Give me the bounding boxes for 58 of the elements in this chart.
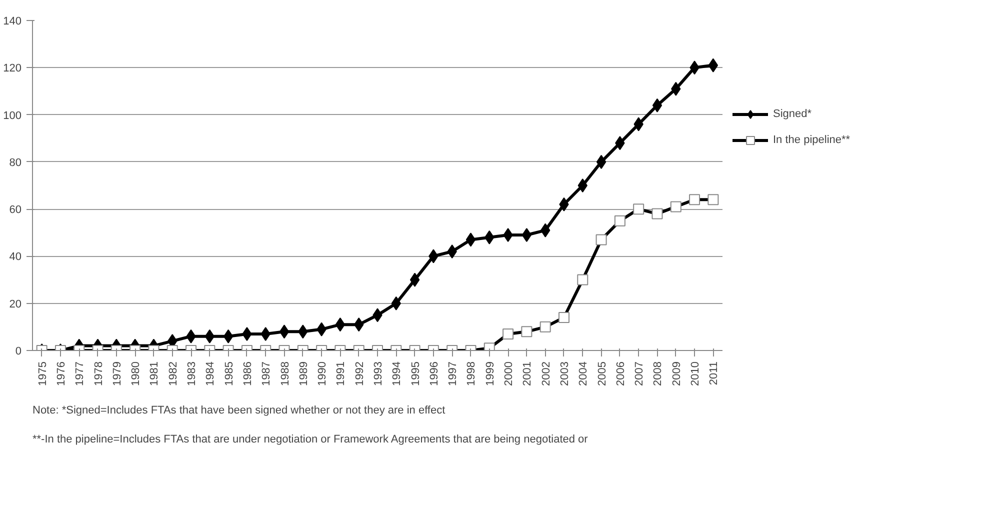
x-tick-label: 2002 [540,361,552,386]
x-tick-label: 1998 [466,361,478,386]
x-tick-label: 1984 [204,361,217,386]
x-tick-label: 2008 [652,361,664,386]
legend-label: Signed* [773,108,812,120]
x-tick-label: 1975 [36,361,49,386]
x-tick-label: 1982 [167,361,180,386]
point [410,272,420,287]
x-tick-label: 1985 [223,361,236,386]
y-tick-label: 0 [15,346,22,358]
y-tick-label: 20 [9,298,22,310]
x-tick-label: 2011 [708,362,720,386]
x-tick-label: 1981 [148,361,161,386]
x-tick-label: 1997 [447,361,460,386]
x-tick-label: 1989 [298,361,310,386]
x-tick-label: 2006 [614,361,627,386]
text: **-In the pipeline=Includes FTAs that are under negotiation or Framework Agreements that are being negotiated or [32,434,588,446]
x-tick-label: 1991 [335,361,348,386]
point [447,244,457,258]
y-tick-label: 60 [9,204,22,216]
legend-label: In the pipeline** [773,134,850,146]
x-tick-label: 1977 [74,361,86,386]
x-tick-label: 1979 [111,361,124,386]
point [652,98,662,112]
point [708,58,718,72]
x-tick-label: 2007 [634,361,646,386]
x-tick-label: 2001 [522,361,534,386]
x-tick-label: 1992 [354,361,366,386]
x-tick-label: 2010 [690,361,702,386]
x-tick-label: 2004 [578,361,590,386]
x-tick-label: 1996 [428,361,440,386]
point [503,228,513,242]
point [466,232,476,247]
y-tick-label: 140 [3,16,22,28]
x-tick-label: 1976 [55,361,68,386]
x-tick-label: 2005 [596,361,608,386]
x-tick-label: 1995 [410,361,422,386]
text: Note: *Signed=Includes FTAs that have been signed whether or not they are in effect [32,404,446,416]
y-tick-label: 120 [3,62,22,75]
x-tick-label: 1994 [391,361,404,386]
x-tick-label: 1993 [372,361,384,386]
y-tick-label: 40 [9,251,22,264]
x-tick-label: 1980 [130,361,142,386]
x-tick-label: 2003 [558,361,571,386]
x-tick-label: 2000 [503,361,516,386]
point [578,178,588,192]
x-tick-label: 1986 [242,361,254,386]
point [522,228,532,242]
y-tick-label: 100 [3,110,22,122]
x-tick-label: 1988 [279,361,292,386]
x-tick-label: 1999 [484,361,496,386]
y-tick-label: 80 [9,156,22,169]
x-tick-label: 1987 [260,361,273,386]
x-tick-label: 2009 [670,361,683,386]
x-tick-label: 1990 [316,361,329,386]
point [596,154,606,169]
x-tick-label: 1978 [92,361,105,386]
x-tick-label: 1983 [186,361,198,386]
